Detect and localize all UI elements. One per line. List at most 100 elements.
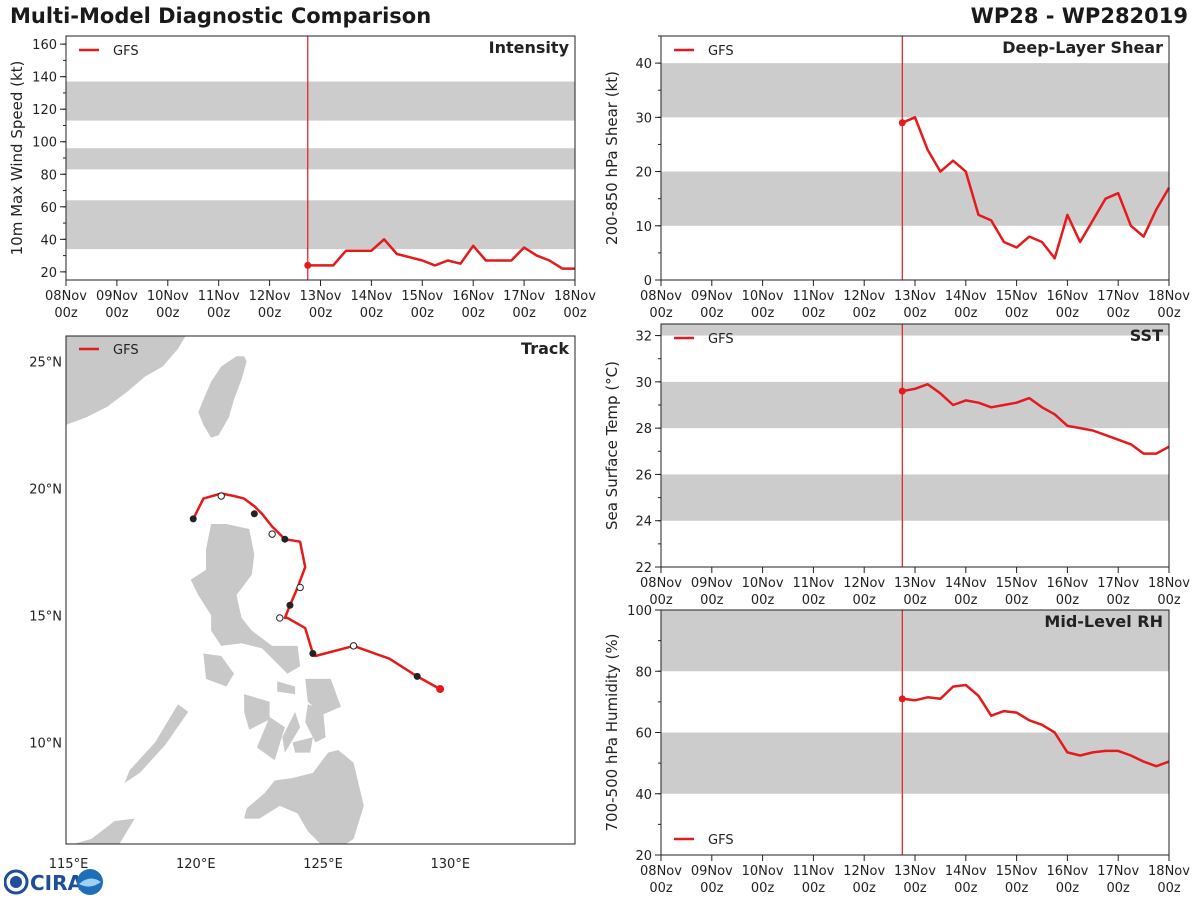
gfs-track-line	[192, 492, 441, 691]
intensity-x-tick-label: 00z	[512, 306, 536, 321]
sst-panel: 22 24 26 28 30 32 08Nov 00z 09Nov 00z 10Nov 00z 11No…	[603, 323, 1190, 608]
cira-logo-icon: CIRA	[4, 869, 103, 895]
intensity-shaded-band	[66, 200, 575, 250]
track-position-marker	[250, 510, 258, 518]
shear-x-tick-label: 00z	[1056, 306, 1080, 321]
sst-y-tick-label: 28	[635, 422, 652, 437]
rh-x-tick-label: 11Nov	[792, 864, 834, 879]
shear-x-tick-label: 17Nov	[1097, 289, 1139, 304]
rh-x-tick-label: 17Nov	[1097, 864, 1139, 879]
track-lon-label: 130°E	[431, 857, 471, 872]
sst-x-tick-label: 00z	[802, 593, 826, 608]
intensity-y-tick-label: 120	[32, 103, 57, 118]
landmass-samar	[305, 678, 341, 715]
shear-x-tick-label: 13Nov	[894, 289, 936, 304]
shear-x-tick-label: 08Nov	[640, 289, 682, 304]
intensity-y-tick-label: 100	[32, 136, 57, 151]
shear-x-tick-label: 00z	[853, 306, 877, 321]
sst-x-tick-label: 16Nov	[1046, 576, 1088, 591]
shear-initial-point	[898, 119, 906, 127]
rh-x-tick-label: 00z	[649, 881, 673, 896]
shear-y-tick-label: 20	[635, 166, 652, 181]
shear-x-tick-label: 00z	[1005, 306, 1029, 321]
sst-initial-point	[898, 387, 906, 395]
rh-x-tick-label: 00z	[1107, 881, 1131, 896]
landmass-mindoro	[203, 653, 234, 687]
sst-x-tick-label: 00z	[700, 593, 724, 608]
rh-y-tick-label: 60	[635, 727, 652, 742]
shear-x-tick-label: 00z	[1107, 306, 1131, 321]
intensity-x-tick-label: 00z	[360, 306, 384, 321]
sst-x-tick-label: 00z	[903, 593, 927, 608]
landmass-cebu	[282, 711, 301, 753]
rh-panel-title: Mid-Level RH	[1044, 612, 1163, 631]
shear-x-tick-label: 00z	[954, 306, 978, 321]
track-panel-title: Track	[521, 339, 569, 358]
sst-x-tick-label: 00z	[649, 593, 673, 608]
shear-x-tick-label: 11Nov	[792, 289, 834, 304]
intensity-shaded-band	[66, 81, 575, 121]
sst-x-tick-label: 17Nov	[1097, 576, 1139, 591]
shear-panel-title: Deep-Layer Shear	[1002, 38, 1163, 57]
intensity-x-tick-label: 00z	[54, 306, 78, 321]
rh-x-tick-label: 00z	[751, 881, 775, 896]
sst-y-tick-label: 26	[635, 468, 652, 483]
rh-x-tick-label: 08Nov	[640, 864, 682, 879]
rh-x-tick-label: 00z	[1157, 881, 1181, 896]
rh-x-tick-label: 00z	[1056, 881, 1080, 896]
landmass-panay	[244, 694, 270, 730]
sst-x-tick-label: 12Nov	[843, 576, 885, 591]
shear-y-tick-label: 30	[635, 111, 652, 126]
shear-x-tick-label: 14Nov	[945, 289, 987, 304]
rh-y-tick-label: 40	[635, 788, 652, 803]
shear-x-tick-label: 16Nov	[1046, 289, 1088, 304]
track-lat-label: 25°N	[29, 355, 62, 370]
sst-y-tick-label: 30	[635, 376, 652, 391]
track-position-marker	[286, 601, 294, 609]
sst-x-tick-label: 00z	[853, 593, 877, 608]
landmass-mindanao	[244, 750, 364, 844]
rh-y-tick-label: 20	[635, 849, 652, 864]
track-position-marker	[189, 515, 197, 523]
rh-legend-label: GFS	[708, 833, 734, 848]
rh-y-axis-label: 700-500 hPa Humidity (%)	[603, 633, 621, 831]
shear-x-tick-label: 09Nov	[691, 289, 733, 304]
intensity-x-tick-label: 15Nov	[401, 289, 443, 304]
rh-x-tick-label: 18Nov	[1148, 864, 1190, 879]
landmass-palawan	[124, 704, 189, 783]
sst-shaded-band	[661, 474, 1169, 521]
rh-x-tick-label: 16Nov	[1046, 864, 1088, 879]
intensity-x-tick-label: 11Nov	[198, 289, 240, 304]
landmass-luzon	[190, 524, 301, 674]
sst-x-tick-label: 00z	[954, 593, 978, 608]
shear-shaded-band	[661, 171, 1169, 226]
track-panel: 115°E 120°E 125°E 130°E 10°N 15°N 20°N 25°N Trac…	[29, 335, 576, 872]
shear-y-tick-label: 10	[635, 220, 652, 235]
track-lon-label: 120°E	[176, 857, 216, 872]
landmass-bohol	[292, 737, 313, 753]
track-position-marker	[217, 492, 225, 500]
rh-y-tick-label: 100	[627, 604, 652, 619]
intensity-x-tick-label: 17Nov	[503, 289, 545, 304]
track-lon-label: 115°E	[49, 857, 89, 872]
landmass-masbate	[277, 681, 296, 695]
intensity-x-tick-label: 10Nov	[147, 289, 189, 304]
sst-x-tick-label: 00z	[1107, 593, 1131, 608]
intensity-y-axis-label: 10m Max Wind Speed (kt)	[8, 61, 26, 256]
intensity-x-tick-label: 00z	[411, 306, 435, 321]
land-layer	[66, 336, 364, 844]
sst-x-tick-label: 00z	[1056, 593, 1080, 608]
intensity-x-tick-label: 00z	[207, 306, 231, 321]
sst-legend-label: GFS	[708, 332, 734, 347]
sst-x-tick-label: 15Nov	[996, 576, 1038, 591]
shear-shaded-band	[661, 63, 1169, 118]
intensity-panel: 20 40 60 80 100 120 140 160 08Nov 00z 09Nov 00z 10No…	[8, 35, 596, 321]
sst-gfs-line	[902, 382, 1170, 455]
rh-x-tick-label: 13Nov	[894, 864, 936, 879]
intensity-x-tick-label: 00z	[309, 306, 333, 321]
sst-x-tick-label: 00z	[751, 593, 775, 608]
track-position-marker	[413, 672, 421, 680]
logo-text: CIRA	[30, 871, 84, 895]
track-lat-label: 20°N	[29, 482, 62, 497]
shear-x-tick-label: 10Nov	[742, 289, 784, 304]
